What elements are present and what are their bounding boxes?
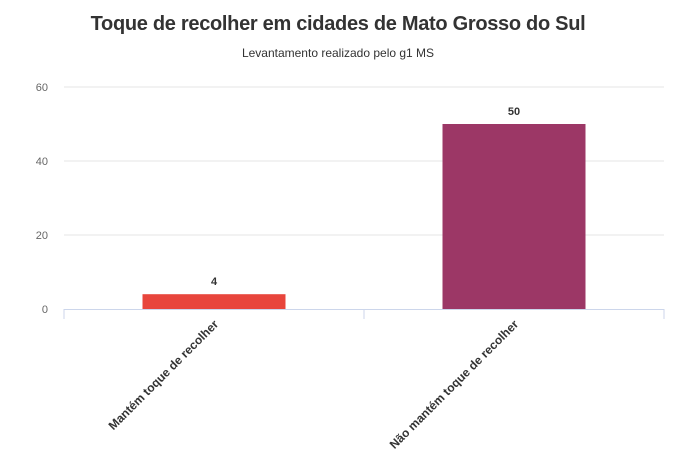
- y-tick-label: 40: [36, 156, 48, 168]
- data-label: 4: [211, 276, 218, 288]
- y-tick-label: 60: [36, 82, 48, 94]
- y-tick-label: 20: [36, 230, 48, 242]
- y-tick-label: 0: [42, 304, 48, 316]
- bar: [442, 124, 586, 309]
- category-label: Mantém toque de recolher: [106, 317, 222, 433]
- y-axis: 0 20 40 60: [36, 82, 48, 316]
- chart-title: Toque de recolher em cidades de Mato Gro…: [91, 13, 586, 35]
- data-label: 50: [508, 106, 520, 118]
- bars: 4 50: [142, 106, 586, 309]
- chart-subtitle: Levantamento realizado pelo g1 MS: [242, 46, 434, 60]
- x-axis: Mantém toque de recolher Não mantém toque…: [63, 309, 665, 452]
- category-label: Não mantém toque de recolher: [387, 317, 522, 452]
- bar: [142, 294, 286, 309]
